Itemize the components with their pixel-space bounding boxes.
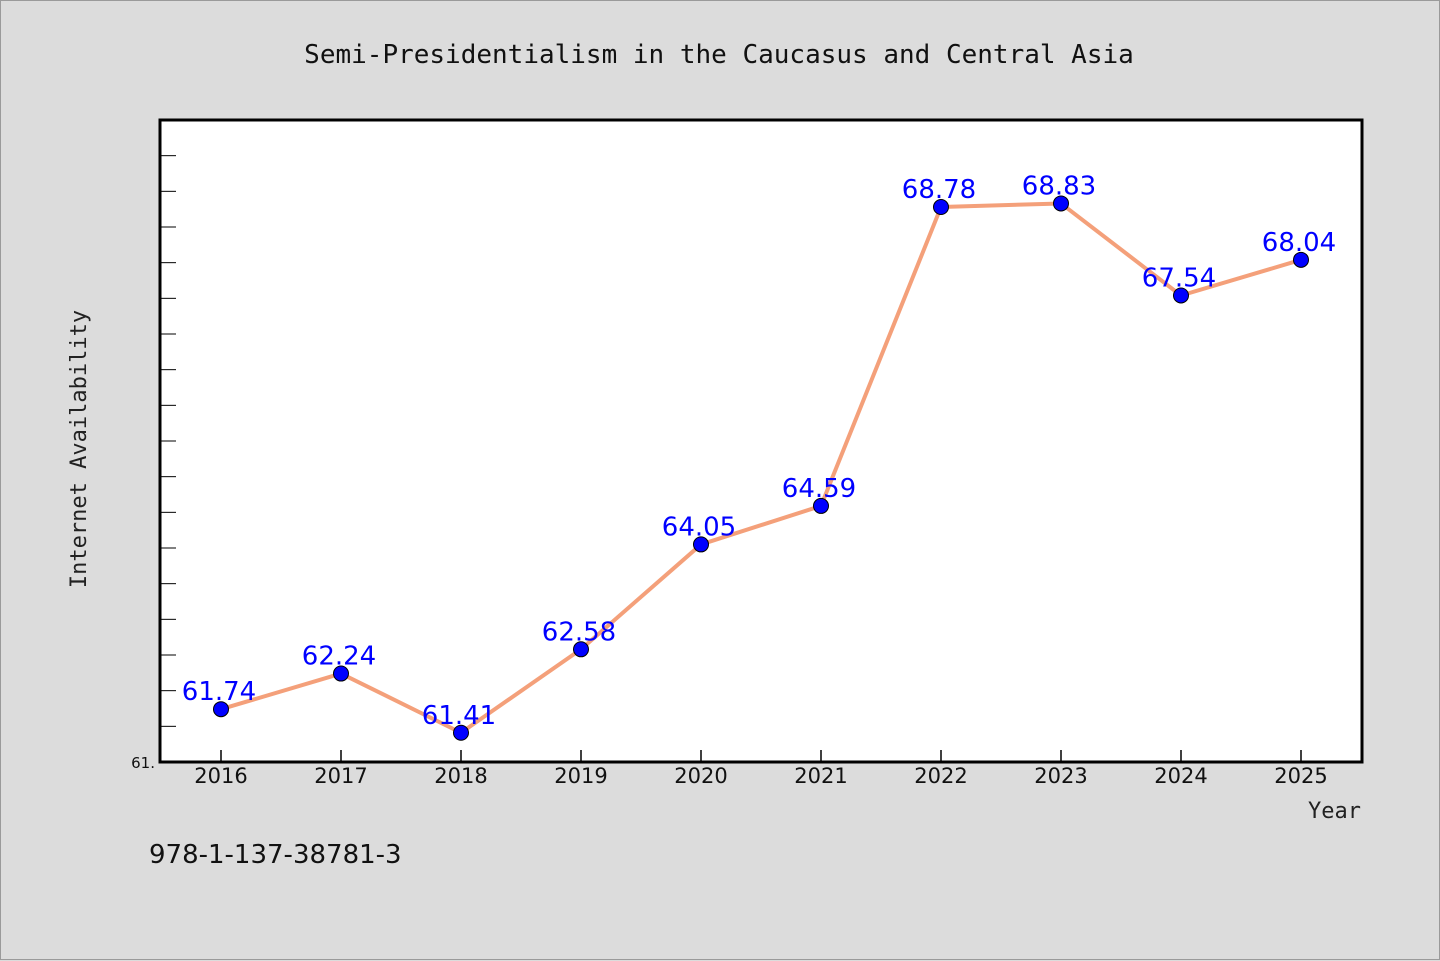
data-label: 62.58 — [542, 617, 616, 647]
x-axis-title: Year — [1308, 799, 1361, 824]
data-point — [1053, 195, 1069, 212]
data-point — [1293, 251, 1309, 268]
y-axis-ticks — [160, 119, 176, 763]
data-point — [213, 701, 229, 718]
data-label: 67.54 — [1142, 263, 1216, 293]
data-label: 61.74 — [182, 677, 256, 707]
data-label: 64.59 — [782, 474, 856, 504]
data-label: 68.04 — [1262, 228, 1336, 258]
x-axis-tick-labels: 2016 2017 2018 2019 2020 2021 2022 2023 2024 2025 — [194, 764, 1327, 788]
x-tick-label: 2025 — [1274, 764, 1327, 788]
data-label: 64.05 — [662, 512, 736, 542]
x-tick-label: 2023 — [1034, 764, 1087, 788]
x-tick-label: 2021 — [794, 764, 847, 788]
plot-area — [158, 118, 1364, 764]
data-point — [933, 199, 949, 216]
data-label: 61.41 — [422, 701, 496, 731]
data-point — [693, 536, 709, 553]
data-label: 68.78 — [902, 175, 976, 205]
y-axis-title: Internet Availability — [67, 310, 92, 588]
series-group: 61.74 62.24 61.41 62.58 64.05 64.59 68.78 68.83… — [182, 171, 1336, 741]
data-label: 68.83 — [1022, 171, 1096, 201]
x-tick-label: 2019 — [554, 764, 607, 788]
data-point — [453, 724, 469, 741]
data-point — [1173, 287, 1189, 304]
x-tick-label: 2018 — [434, 764, 487, 788]
chart-title: Semi-Presidentialism in the Caucasus and… — [304, 40, 1134, 70]
data-point — [813, 497, 829, 514]
series-line — [220, 201, 1302, 735]
x-tick-label: 2022 — [914, 764, 967, 788]
data-point — [573, 641, 589, 658]
x-axis-ticks — [220, 750, 1302, 762]
y-axis-tick-label: 61. — [131, 754, 155, 772]
x-tick-label: 2017 — [314, 764, 367, 788]
x-tick-label: 2024 — [1154, 764, 1207, 788]
isbn-note: 978-1-137-38781-3 — [149, 840, 402, 870]
data-point — [333, 665, 349, 682]
x-tick-label: 2020 — [674, 764, 727, 788]
x-tick-label: 2016 — [194, 764, 247, 788]
data-label: 62.24 — [302, 642, 376, 672]
